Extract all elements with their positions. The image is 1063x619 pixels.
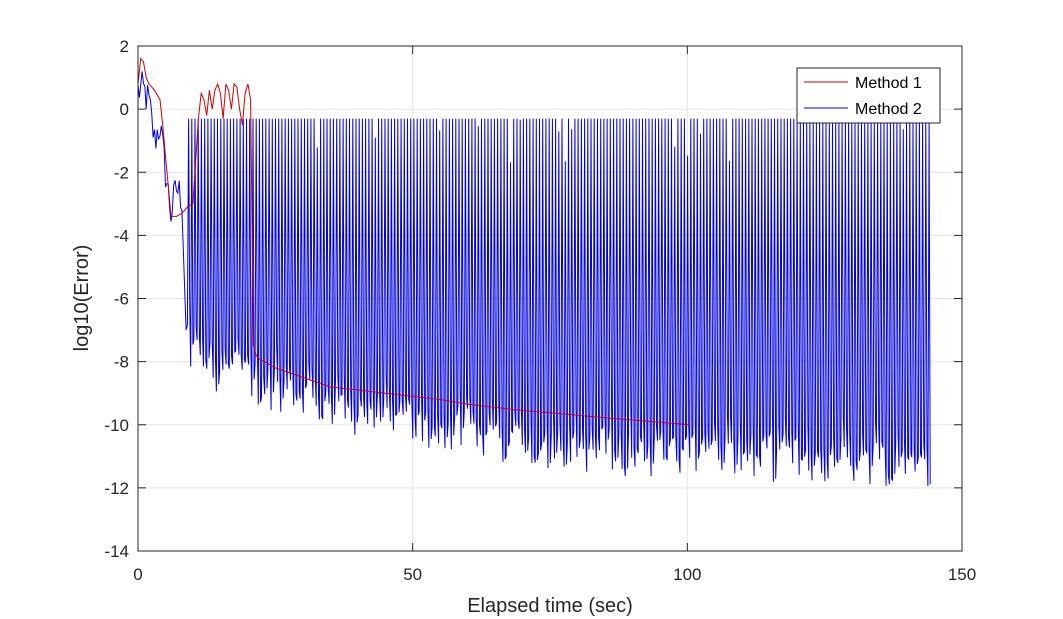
y-tick-label: 2 <box>120 37 129 56</box>
legend-box <box>796 67 941 124</box>
x-tick-label: 0 <box>133 565 142 584</box>
legend: Method 1 Method 2 <box>796 67 941 124</box>
series-method-2-line <box>137 71 931 487</box>
y-tick-label: -14 <box>104 542 129 561</box>
series-method-1-line <box>137 57 691 426</box>
y-tick-label: -2 <box>114 163 129 182</box>
x-tick-label: 100 <box>673 565 701 584</box>
y-tick-label: -6 <box>114 290 129 309</box>
axis-ticks: 0 50 100 150 2 0 -2 -4 -6 -8 -10 -12 -14 <box>104 37 976 584</box>
y-tick-label: -4 <box>114 226 129 245</box>
y-axis-label: log10(Error) <box>71 245 93 352</box>
legend-label-method-2: Method 2 <box>855 101 922 118</box>
x-tick-label: 150 <box>948 565 976 584</box>
y-tick-label: -12 <box>104 479 129 498</box>
series-lines <box>137 57 931 487</box>
y-tick-label: 0 <box>120 100 129 119</box>
y-tick-label: -8 <box>114 353 129 372</box>
legend-label-method-1: Method 1 <box>855 75 922 92</box>
x-axis-label: Elapsed time (sec) <box>467 595 633 617</box>
x-tick-label: 50 <box>403 565 422 584</box>
y-tick-label: -10 <box>104 416 129 435</box>
